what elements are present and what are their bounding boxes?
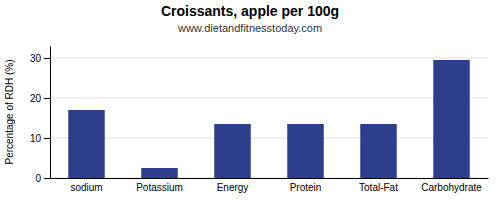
subtitle: www.dietandfitnesstoday.com [177,22,322,34]
bar [433,60,470,178]
bar [214,124,251,178]
x-tick-label: Energy [217,182,249,193]
plot-area: 0 10 20 30 sodium Potassium Energy Protein Total… [30,47,489,194]
y-tick: 20 [30,93,50,104]
bars [68,60,470,178]
x-tick-label: Potassium [136,182,183,193]
y-tick-label: 30 [30,53,42,64]
bar [360,124,397,178]
y-tick-label: 0 [35,173,41,184]
grid [50,58,488,178]
x-tick-label: Carbohydrate [421,182,482,193]
y-tick-mark [44,58,50,59]
x-axis: sodium Potassium Energy Protein Total-Fat Car… [51,179,489,194]
y-tick-mark [44,98,50,99]
x-tick-label: Total-Fat [359,182,398,193]
grid-line [50,138,488,139]
x-tick: Potassium [136,182,183,193]
bar [287,124,324,178]
x-tick: Energy [217,182,249,193]
grid-line [50,58,488,59]
x-tick-label: sodium [70,182,102,193]
chart-svg: Croissants, apple per 100g www.dietandfit… [0,0,500,200]
title: Croissants, apple per 100g [161,3,339,19]
y-axis: 0 10 20 30 [30,47,51,184]
x-axis-line [51,178,489,179]
y-tick: 10 [30,133,50,144]
y-tick: 0 [35,173,50,184]
y-tick: 30 [30,53,50,64]
x-tick: Protein [290,182,322,193]
grid-line [50,98,488,99]
bar [141,168,178,178]
y-tick-label: 20 [30,93,42,104]
x-tick: Carbohydrate [421,182,482,193]
y-tick-label: 10 [30,133,42,144]
grid-line [50,178,488,179]
bar [68,110,105,178]
y-axis-title: Percentage of RDH (%) [4,59,15,164]
x-tick-label: Protein [290,182,322,193]
x-tick: sodium [70,182,102,193]
chart-container: Croissants, apple per 100g www.dietandfit… [0,0,500,200]
x-tick: Total-Fat [359,182,398,193]
y-tick-mark [44,138,50,139]
y-axis-line [50,47,51,179]
y-tick-mark [44,178,50,179]
